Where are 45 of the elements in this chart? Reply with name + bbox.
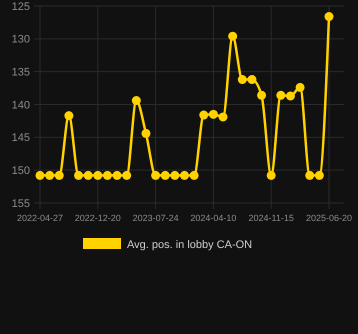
point: [74, 170, 84, 180]
point: [93, 170, 102, 180]
y-tick-label: 125: [12, 0, 30, 13]
point: [296, 82, 305, 92]
y-tick-label: 130: [12, 34, 30, 46]
y-tick-label: 135: [12, 66, 30, 79]
point: [112, 170, 122, 180]
x-tick-label: 2022-12-20: [74, 213, 121, 223]
point: [160, 170, 170, 180]
point: [180, 170, 189, 180]
x-tick-label: 2024-04-10: [190, 213, 236, 223]
point: [218, 112, 228, 122]
point: [122, 170, 132, 180]
point: [84, 170, 93, 180]
point: [276, 90, 286, 100]
point: [228, 32, 238, 41]
point: [151, 170, 160, 180]
x-tick-label: 2024-11-15: [248, 213, 294, 223]
point: [64, 111, 74, 120]
y-tick-label: 150: [12, 165, 30, 178]
point: [102, 170, 112, 180]
point: [141, 128, 150, 138]
x-tick-label: 2023-07-24: [132, 213, 179, 223]
point: [314, 170, 324, 180]
point: [247, 75, 256, 84]
point: [305, 170, 314, 180]
point: [286, 91, 295, 100]
legend-label: Avg. pos. in lobby CA-ON: [127, 238, 252, 251]
point: [324, 12, 334, 22]
y-tick-label: 155: [12, 198, 30, 210]
point: [45, 170, 54, 180]
y-tick-label: 140: [12, 99, 30, 112]
point: [257, 90, 266, 100]
point: [190, 170, 199, 180]
x-tick-label: 2022-04-27: [16, 213, 64, 223]
point: [238, 75, 247, 84]
y-tick-label: 145: [12, 132, 30, 144]
point: [170, 170, 180, 180]
point: [199, 110, 208, 120]
point: [54, 170, 64, 180]
x-tick-label: 2025-06-20: [306, 213, 352, 223]
point: [266, 170, 276, 180]
point: [36, 170, 44, 180]
point: [208, 110, 218, 119]
point: [132, 96, 141, 106]
